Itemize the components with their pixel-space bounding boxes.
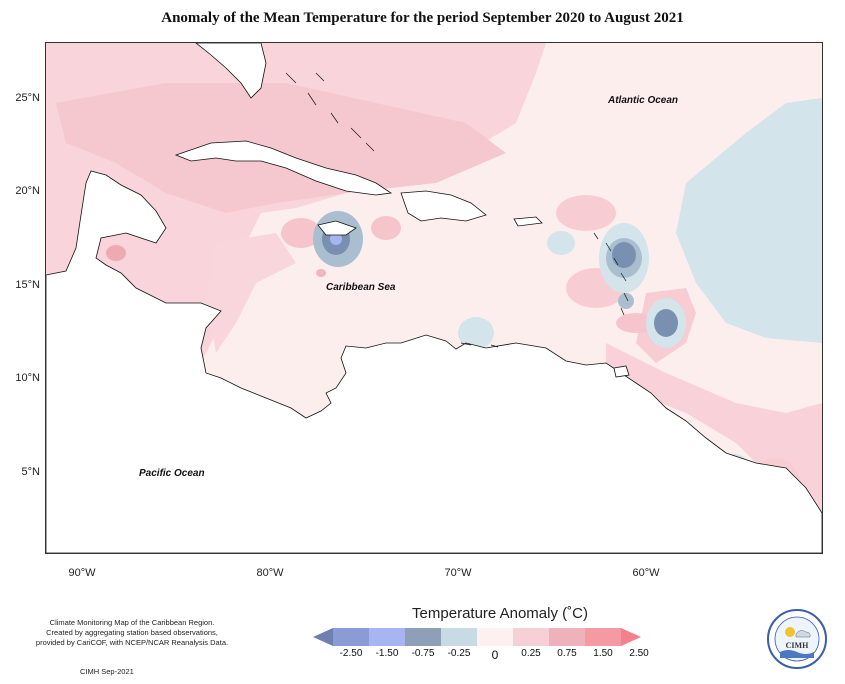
anomaly-warm-spot-3 xyxy=(281,218,321,248)
anomaly-warm-spot-4 xyxy=(371,216,401,240)
anomaly-warm-spot-5 xyxy=(106,245,126,261)
lat-label-5n: 5°N xyxy=(21,466,40,478)
anomaly-warm-north xyxy=(56,83,506,213)
legend-swatch-6 xyxy=(513,628,549,646)
land-hispaniola xyxy=(400,190,487,222)
legend-tick-label: 1.50 xyxy=(593,648,613,659)
label-atlantic-ocean: Atlantic Ocean xyxy=(608,95,679,106)
land-jamaica xyxy=(317,220,357,236)
legend-tick-label: -2.50 xyxy=(339,648,363,659)
logo-text: CIMH xyxy=(785,641,809,650)
credit-line-1: Climate Monitoring Map of the Caribbean … xyxy=(49,618,215,627)
anomaly-warm-spot-1 xyxy=(556,195,616,231)
lat-label-10n: 10°N xyxy=(15,372,40,384)
land-central-america xyxy=(46,170,822,553)
anomaly-cool-spot-2c xyxy=(612,242,636,268)
land-cuba xyxy=(174,140,393,196)
label-pacific-ocean: Pacific Ocean xyxy=(139,468,205,479)
legend-swatch-9 xyxy=(621,628,641,646)
small-islands xyxy=(285,72,629,348)
anomaly-cool-spot-5 xyxy=(547,231,575,255)
anomaly-cool-spot-1c xyxy=(330,233,342,245)
anomaly-warm-central xyxy=(206,233,296,353)
lon-label-60w: 60°W xyxy=(632,567,660,579)
credit-line-2: Created by aggregating station based obs… xyxy=(46,628,218,637)
label-caribbean-sea: Caribbean Sea xyxy=(326,282,396,293)
lon-label-80w: 80°W xyxy=(256,567,284,579)
credit-date: CIMH Sep-2021 xyxy=(80,667,134,676)
legend-tick-label: -1.50 xyxy=(375,648,399,659)
legend-swatches xyxy=(313,628,641,646)
cimh-logo-icon xyxy=(767,609,827,669)
legend-swatch-0 xyxy=(313,628,333,646)
map-title: Anomaly of the Mean Temperature for the … xyxy=(161,10,684,26)
land-puerto-rico xyxy=(513,216,543,227)
land-trinidad xyxy=(613,365,630,378)
lon-label-70w: 70°W xyxy=(444,567,472,579)
credit-line-3: provided by CariCOF, with NCEP/NCAR Rean… xyxy=(35,638,229,647)
legend-tick-label: 0.25 xyxy=(521,648,541,659)
anomaly-cool-atlantic xyxy=(676,98,822,343)
legend-tick-label: 2.50 xyxy=(629,648,649,659)
islands-abc xyxy=(460,342,499,348)
legend-swatch-7 xyxy=(549,628,585,646)
lon-label-90w: 90°W xyxy=(68,567,96,579)
anomaly-cool-spot-6 xyxy=(618,293,634,309)
legend-swatch-2 xyxy=(369,628,405,646)
legend-tick-label: 0.75 xyxy=(557,648,577,659)
legend-title: Temperature Anomaly (˚C) xyxy=(412,605,588,622)
lat-label-15n: 15°N xyxy=(15,279,40,291)
anomaly-map xyxy=(46,43,822,553)
legend-tick-label: 0 xyxy=(491,648,499,662)
islands-bahamas xyxy=(285,72,375,152)
legend-swatch-5 xyxy=(477,628,513,646)
anomaly-warm-spot-6 xyxy=(316,269,326,277)
legend-swatch-4 xyxy=(441,628,477,646)
legend-swatch-3 xyxy=(405,628,441,646)
legend-swatch-1 xyxy=(333,628,369,646)
lat-label-20n: 20°N xyxy=(15,185,40,197)
map-frame: Atlantic Ocean Caribbean Sea Pacific Oce… xyxy=(45,42,823,554)
land-florida xyxy=(195,43,267,99)
legend-swatch-8 xyxy=(585,628,621,646)
legend-colorbar xyxy=(313,628,641,646)
anomaly-cool-spot-3b xyxy=(654,309,678,337)
land-masses xyxy=(46,43,822,553)
anomaly-cool-spot-4 xyxy=(458,317,494,349)
legend-tick-label: -0.75 xyxy=(411,648,435,659)
legend-tick-label: -0.25 xyxy=(447,648,471,659)
lat-label-25n: 25°N xyxy=(15,92,40,104)
anomaly-warm-spot-8 xyxy=(616,313,656,333)
credit-text: Climate Monitoring Map of the Caribbean … xyxy=(12,618,252,648)
islands-lesser-antilles xyxy=(593,232,629,316)
